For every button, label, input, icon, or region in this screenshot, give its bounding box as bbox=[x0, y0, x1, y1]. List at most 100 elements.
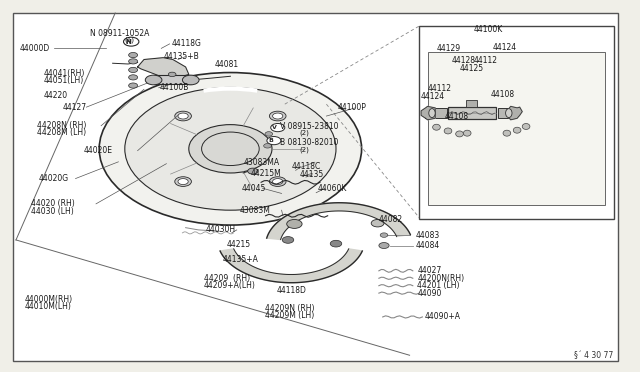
Circle shape bbox=[379, 243, 389, 248]
Circle shape bbox=[267, 137, 281, 145]
Text: 43083MA: 43083MA bbox=[243, 158, 279, 167]
Circle shape bbox=[189, 125, 272, 173]
Circle shape bbox=[282, 237, 294, 243]
Bar bbox=[448, 107, 496, 119]
Text: 44135+A: 44135+A bbox=[223, 255, 259, 264]
Circle shape bbox=[129, 67, 138, 73]
Text: 44124: 44124 bbox=[421, 92, 445, 101]
Ellipse shape bbox=[456, 131, 463, 137]
Ellipse shape bbox=[513, 127, 521, 133]
Text: 44112: 44112 bbox=[428, 84, 452, 93]
Text: V: V bbox=[272, 125, 277, 130]
Text: 44118D: 44118D bbox=[276, 286, 307, 295]
Circle shape bbox=[168, 72, 176, 77]
Polygon shape bbox=[509, 106, 522, 120]
Ellipse shape bbox=[463, 130, 471, 136]
Circle shape bbox=[287, 219, 302, 228]
Text: (2): (2) bbox=[300, 130, 309, 137]
Text: 44208N (RH): 44208N (RH) bbox=[37, 121, 86, 130]
Circle shape bbox=[175, 177, 191, 186]
Circle shape bbox=[271, 124, 285, 132]
Text: 44124: 44124 bbox=[493, 43, 517, 52]
Circle shape bbox=[371, 219, 384, 227]
Bar bbox=[498, 108, 509, 118]
Circle shape bbox=[129, 59, 138, 64]
Ellipse shape bbox=[506, 109, 512, 118]
Text: 44100B: 44100B bbox=[160, 83, 189, 92]
Text: 44209N (RH): 44209N (RH) bbox=[265, 304, 314, 312]
Text: 44128: 44128 bbox=[452, 56, 476, 65]
Text: 44027: 44027 bbox=[417, 266, 442, 275]
Bar bbox=[435, 108, 447, 118]
Text: N: N bbox=[125, 39, 131, 45]
Text: 44135: 44135 bbox=[300, 170, 324, 179]
Polygon shape bbox=[421, 106, 435, 120]
Bar bbox=[419, 26, 614, 219]
Circle shape bbox=[182, 75, 199, 85]
Text: 44209  (RH): 44209 (RH) bbox=[204, 274, 250, 283]
Polygon shape bbox=[220, 249, 362, 283]
Text: 44045: 44045 bbox=[242, 184, 266, 193]
Text: 44030 (LH): 44030 (LH) bbox=[31, 207, 74, 216]
Text: B: B bbox=[268, 138, 273, 143]
Text: (2): (2) bbox=[300, 146, 309, 153]
Circle shape bbox=[124, 37, 139, 46]
Circle shape bbox=[175, 111, 191, 121]
Text: 44020G: 44020G bbox=[38, 174, 68, 183]
Text: 44090: 44090 bbox=[417, 289, 442, 298]
Ellipse shape bbox=[503, 130, 511, 136]
Text: 44215: 44215 bbox=[227, 240, 251, 249]
Circle shape bbox=[248, 168, 258, 174]
Polygon shape bbox=[267, 203, 410, 240]
Ellipse shape bbox=[444, 128, 452, 134]
Text: 44051(LH): 44051(LH) bbox=[44, 76, 84, 85]
Circle shape bbox=[129, 75, 138, 80]
Ellipse shape bbox=[433, 124, 440, 130]
Text: 44125: 44125 bbox=[460, 64, 484, 73]
Text: 44209+A(LH): 44209+A(LH) bbox=[204, 281, 255, 290]
Text: §´ 4 30 77: §´ 4 30 77 bbox=[574, 351, 613, 360]
Bar bbox=[428, 52, 605, 205]
Text: 44118G: 44118G bbox=[172, 39, 202, 48]
Text: 44100K: 44100K bbox=[474, 25, 503, 34]
Text: 44010M(LH): 44010M(LH) bbox=[24, 302, 71, 311]
Text: 44083: 44083 bbox=[416, 231, 440, 240]
Text: 44135+B: 44135+B bbox=[164, 52, 200, 61]
Polygon shape bbox=[138, 58, 189, 78]
Text: 44020 (RH): 44020 (RH) bbox=[31, 199, 74, 208]
Circle shape bbox=[273, 113, 283, 119]
Text: 44041(RH): 44041(RH) bbox=[44, 69, 85, 78]
Bar bbox=[154, 75, 191, 84]
Text: 44030H: 44030H bbox=[206, 225, 236, 234]
Text: 44127: 44127 bbox=[63, 103, 87, 112]
Text: 44129: 44129 bbox=[436, 44, 461, 53]
Text: 44060K: 44060K bbox=[317, 184, 347, 193]
Circle shape bbox=[178, 113, 188, 119]
Text: 44220: 44220 bbox=[44, 92, 68, 100]
Text: 44118C: 44118C bbox=[292, 162, 321, 171]
Text: 44215M: 44215M bbox=[251, 169, 282, 178]
Ellipse shape bbox=[522, 124, 530, 129]
Circle shape bbox=[129, 83, 138, 88]
Circle shape bbox=[125, 87, 336, 210]
Text: 44208M (LH): 44208M (LH) bbox=[37, 128, 86, 137]
Circle shape bbox=[380, 233, 388, 237]
Circle shape bbox=[178, 179, 188, 185]
Text: 44081: 44081 bbox=[214, 60, 239, 69]
Circle shape bbox=[273, 179, 283, 185]
Text: (1): (1) bbox=[125, 37, 135, 44]
Circle shape bbox=[269, 177, 286, 186]
Bar bbox=[466, 100, 477, 107]
Text: B 08130-82010: B 08130-82010 bbox=[280, 138, 339, 147]
Text: 44100P: 44100P bbox=[338, 103, 367, 112]
Text: 44112: 44112 bbox=[474, 56, 498, 65]
Ellipse shape bbox=[429, 109, 435, 118]
Text: 44108: 44108 bbox=[490, 90, 515, 99]
Circle shape bbox=[265, 132, 273, 136]
Circle shape bbox=[269, 111, 286, 121]
Text: 44000M(RH): 44000M(RH) bbox=[24, 295, 72, 304]
Text: 44201 (LH): 44201 (LH) bbox=[417, 281, 460, 290]
Circle shape bbox=[264, 144, 271, 148]
Text: 44020E: 44020E bbox=[83, 146, 112, 155]
Text: 43083M: 43083M bbox=[239, 206, 270, 215]
